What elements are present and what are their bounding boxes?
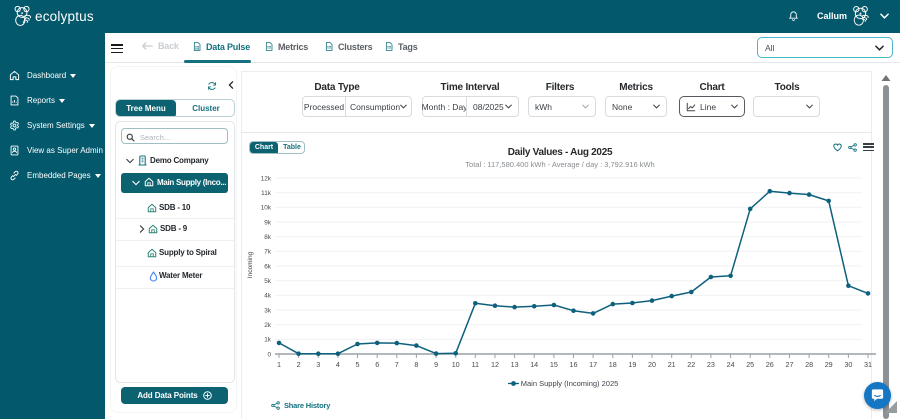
- svg-text:24: 24: [727, 360, 735, 369]
- svg-text:1k: 1k: [264, 337, 272, 344]
- svg-text:5: 5: [356, 360, 360, 369]
- svg-text:3k: 3k: [264, 307, 272, 314]
- svg-text:1: 1: [277, 360, 281, 369]
- svg-text:8k: 8k: [264, 234, 272, 241]
- svg-text:31: 31: [864, 360, 872, 369]
- svg-text:26: 26: [766, 360, 774, 369]
- svg-text:5k: 5k: [264, 278, 272, 285]
- svg-text:9k: 9k: [264, 219, 272, 226]
- svg-text:30: 30: [844, 360, 852, 369]
- svg-text:7: 7: [395, 360, 399, 369]
- svg-text:6: 6: [375, 360, 379, 369]
- svg-text:28: 28: [805, 360, 813, 369]
- svg-text:6k: 6k: [264, 263, 272, 270]
- svg-text:25: 25: [746, 360, 754, 369]
- svg-text:19: 19: [628, 360, 636, 369]
- svg-text:4k: 4k: [264, 293, 272, 300]
- svg-text:10k: 10k: [261, 205, 272, 212]
- svg-text:2k: 2k: [264, 322, 272, 329]
- svg-text:10: 10: [452, 360, 460, 369]
- svg-text:23: 23: [707, 360, 715, 369]
- svg-text:11: 11: [472, 360, 479, 369]
- svg-text:16: 16: [570, 360, 578, 369]
- svg-text:2: 2: [297, 360, 301, 369]
- svg-text:0: 0: [267, 351, 271, 358]
- svg-text:3: 3: [316, 360, 320, 369]
- svg-text:12k: 12k: [261, 175, 272, 182]
- svg-text:22: 22: [687, 360, 695, 369]
- svg-text:9: 9: [434, 360, 438, 369]
- svg-text:18: 18: [609, 360, 617, 369]
- svg-text:4: 4: [336, 360, 340, 369]
- svg-text:15: 15: [550, 360, 558, 369]
- svg-text:13: 13: [511, 360, 519, 369]
- svg-text:17: 17: [589, 360, 597, 369]
- svg-text:27: 27: [786, 360, 794, 369]
- svg-text:11k: 11k: [261, 190, 272, 197]
- svg-text:Incoming: Incoming: [247, 251, 254, 278]
- svg-text:20: 20: [648, 360, 656, 369]
- svg-text:12: 12: [491, 360, 499, 369]
- svg-text:7k: 7k: [264, 249, 272, 256]
- svg-text:8: 8: [414, 360, 418, 369]
- svg-text:29: 29: [825, 360, 833, 369]
- svg-text:21: 21: [668, 360, 676, 369]
- svg-text:14: 14: [530, 360, 538, 369]
